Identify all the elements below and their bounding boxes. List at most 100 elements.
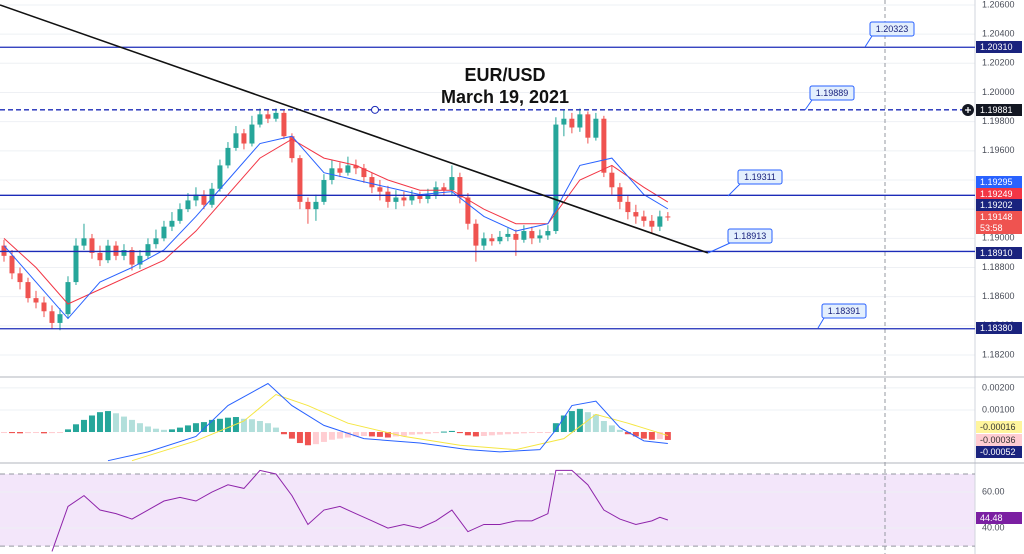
histogram-bar [72, 424, 79, 433]
callout-label: 1.18913 [734, 231, 767, 241]
histogram-bar [136, 423, 143, 433]
histogram-bar [160, 429, 167, 433]
histogram-bar [16, 432, 23, 434]
histogram-bar [168, 429, 175, 433]
price-label: 1.19202 [980, 200, 1013, 210]
histogram-bar [328, 432, 335, 440]
y-tick-label: 1.18800 [982, 262, 1015, 272]
candle-body [457, 177, 463, 198]
histogram-bar [288, 432, 295, 439]
candle-body [33, 298, 39, 303]
candle-body [657, 216, 663, 227]
candle-body [425, 194, 431, 199]
histogram-bar [296, 432, 303, 444]
histogram-bar [664, 432, 671, 440]
histogram-bar [656, 432, 663, 440]
histogram-bar [240, 418, 247, 433]
histogram-bar [104, 411, 111, 433]
price-label: -0.00052 [980, 447, 1016, 457]
histogram-bar [8, 432, 15, 434]
candle-body [313, 201, 319, 210]
candle-body [585, 114, 591, 138]
histogram-bar [200, 422, 207, 433]
candle-body [161, 226, 167, 239]
y-tick-label: 1.19000 [982, 233, 1015, 243]
candle-body [169, 220, 175, 227]
histogram-bar [608, 425, 615, 433]
callout-pointer [707, 242, 731, 254]
candle-body [353, 165, 359, 169]
chart-title: EUR/USD [464, 65, 545, 85]
candle-body [401, 197, 407, 201]
candle-body [617, 187, 623, 202]
histogram-bar [456, 432, 463, 434]
histogram-bar [176, 427, 183, 433]
histogram-bar [528, 432, 535, 434]
callout-box [809, 85, 855, 101]
candle-body [553, 124, 559, 232]
histogram-bar [408, 432, 415, 435]
y-tick-label: 60.00 [982, 486, 1005, 496]
histogram-bar [64, 429, 71, 433]
candle-body [25, 282, 31, 299]
histogram-bar [464, 432, 471, 436]
candle-body [625, 201, 631, 213]
y-tick-label: 1.18600 [982, 291, 1015, 301]
histogram-bar [560, 415, 567, 433]
candle-body [129, 250, 135, 265]
histogram-bar [600, 420, 607, 433]
histogram-bar [472, 432, 479, 437]
y-tick-label: 1.20000 [982, 87, 1015, 97]
signal-line [131, 393, 669, 462]
candle-body [225, 147, 231, 166]
histogram-bar [368, 432, 375, 437]
rsi-line [51, 469, 669, 552]
trend-line [0, 4, 709, 254]
candle-body [409, 196, 415, 201]
histogram-bar [312, 432, 319, 445]
candle-body [57, 314, 63, 323]
candle-body [273, 112, 279, 119]
candle-body [545, 231, 551, 236]
candle-body [465, 197, 471, 224]
candle-body [81, 238, 87, 246]
candle-body [433, 187, 439, 195]
histogram-bar [432, 432, 439, 434]
candle-body [665, 216, 671, 218]
candle-body [649, 220, 655, 227]
candle-body [369, 177, 375, 188]
histogram-bar [512, 432, 519, 434]
candle-body [121, 250, 127, 256]
candle-body [633, 212, 639, 217]
histogram-bar [424, 432, 431, 434]
candle-body [481, 238, 487, 246]
price-label: 1.19881 [980, 105, 1013, 115]
histogram-bar [632, 432, 639, 437]
candle-body [89, 238, 95, 253]
histogram-bar [496, 432, 503, 435]
callout-pointer [804, 99, 813, 111]
candle-body [185, 200, 191, 210]
histogram-bar [256, 420, 263, 433]
price-label-box [976, 434, 1022, 446]
histogram-bar [272, 427, 279, 433]
candle-body [529, 231, 535, 239]
price-label-box [976, 41, 1022, 53]
histogram-bar [24, 432, 31, 434]
histogram-bar [536, 432, 543, 434]
histogram-bar [440, 431, 447, 433]
y-tick-label: 0.00200 [982, 382, 1015, 392]
candle-body [609, 172, 615, 188]
histogram-bar [480, 432, 487, 436]
candle-body [361, 168, 367, 178]
callout-label: 1.19889 [816, 88, 849, 98]
callout-box [869, 21, 915, 37]
histogram-bar [568, 411, 575, 433]
rsi-band [0, 474, 975, 547]
callout-label: 1.19311 [744, 172, 776, 182]
candle-body [521, 231, 527, 240]
price-label-box [976, 512, 1022, 524]
histogram-bar [80, 419, 87, 433]
candle-body [73, 245, 79, 283]
